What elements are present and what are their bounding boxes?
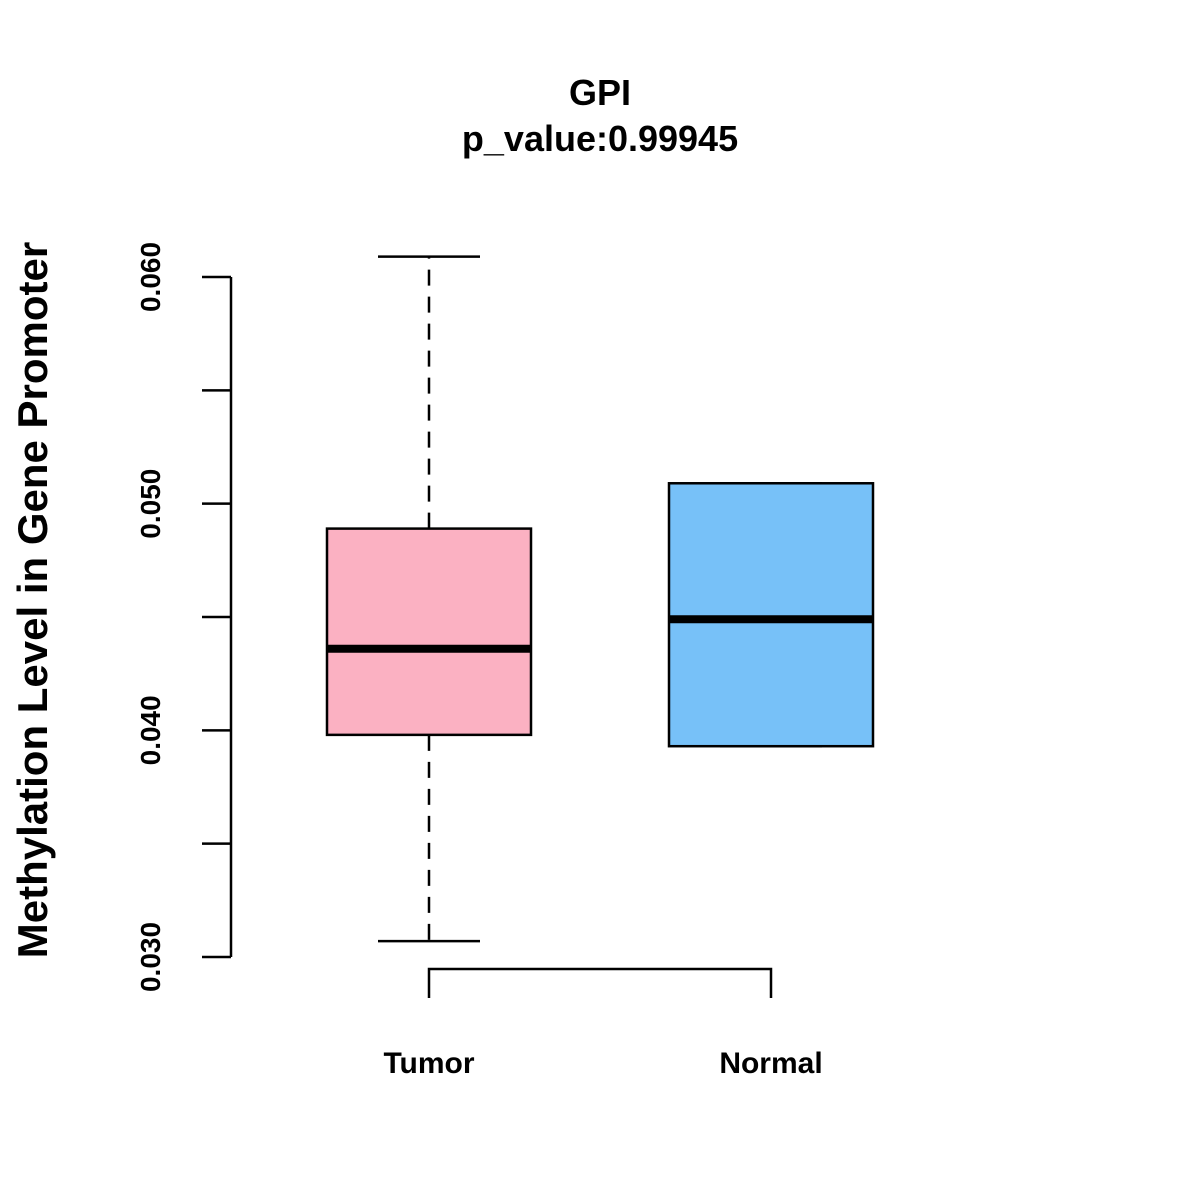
x-category-label: Normal	[719, 1047, 822, 1080]
y-tick-label: 0.030	[135, 922, 166, 992]
y-axis: 0.030 0.040 0.050 0.060	[135, 242, 233, 992]
y-tick-label: 0.050	[135, 469, 166, 539]
x-category-labels: Tumor Normal	[383, 1047, 822, 1080]
box-normal	[667, 482, 875, 748]
box-tumor	[325, 255, 533, 943]
boxes	[325, 255, 875, 943]
y-axis-label: Methylation Level in Gene Promoter	[9, 242, 56, 958]
y-tick-label: 0.060	[135, 242, 166, 312]
y-tick-label: 0.040	[135, 695, 166, 765]
chart-title: GPI	[569, 72, 631, 113]
chart-subtitle: p_value:0.99945	[462, 118, 738, 159]
bracket-line	[427, 967, 773, 998]
x-category-label: Tumor	[383, 1047, 474, 1080]
box-body	[667, 482, 875, 748]
box-body	[325, 527, 533, 737]
comparison-bracket	[427, 967, 773, 998]
